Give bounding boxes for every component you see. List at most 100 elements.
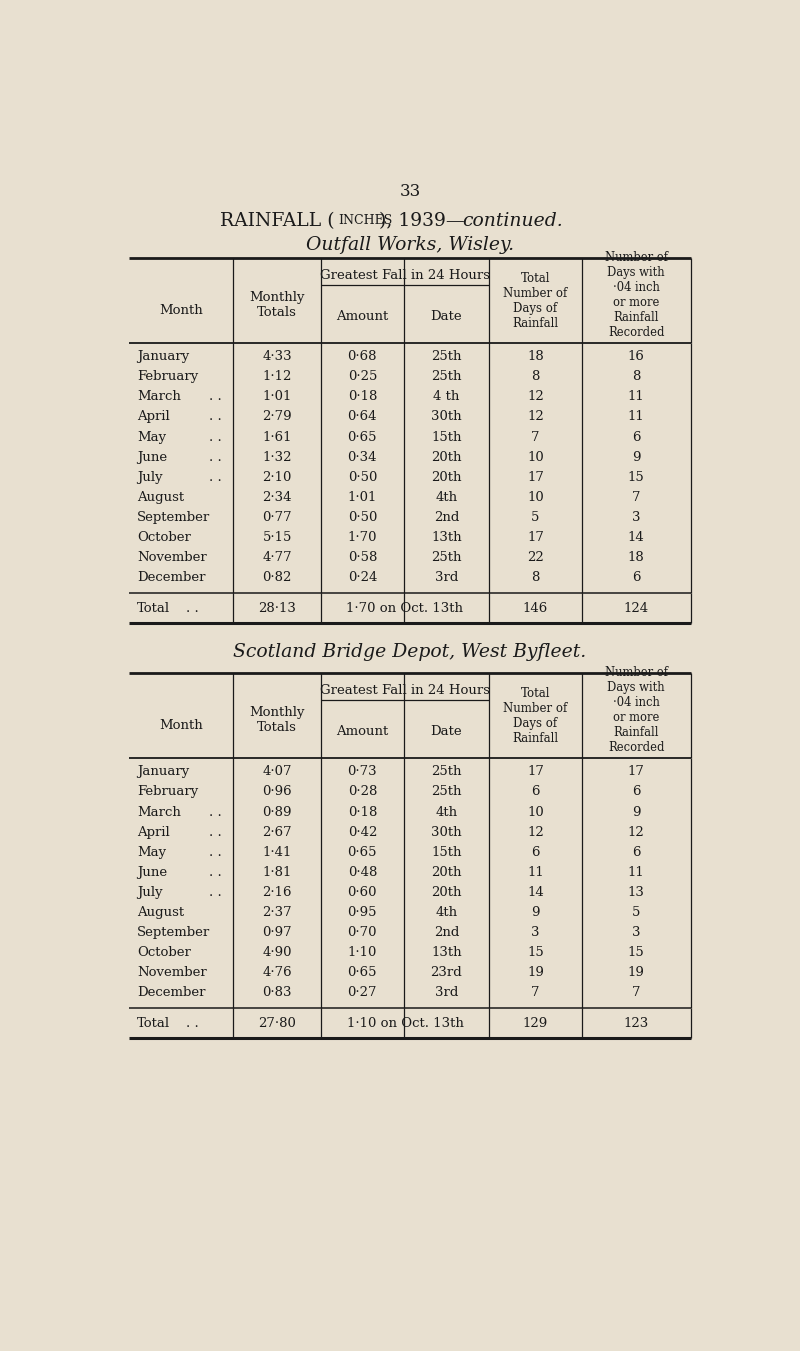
Text: 23rd: 23rd: [430, 966, 462, 978]
Text: May: May: [138, 846, 166, 858]
Text: 1·10: 1·10: [348, 946, 377, 959]
Text: 20th: 20th: [431, 450, 462, 463]
Text: December: December: [138, 986, 206, 998]
Text: 11: 11: [628, 866, 645, 878]
Text: 5·15: 5·15: [262, 531, 292, 543]
Text: 2·37: 2·37: [262, 905, 292, 919]
Text: 18: 18: [527, 350, 544, 363]
Text: Month: Month: [159, 304, 203, 317]
Text: 4th: 4th: [435, 805, 458, 819]
Text: 0·28: 0·28: [348, 785, 377, 798]
Text: . .: . .: [186, 603, 198, 615]
Text: 10: 10: [527, 805, 544, 819]
Text: Total
Number of
Days of
Rainfall: Total Number of Days of Rainfall: [503, 686, 568, 744]
Text: Outfall Works, Wisley.: Outfall Works, Wisley.: [306, 236, 514, 254]
Text: 0·96: 0·96: [262, 785, 292, 798]
Text: 4 th: 4 th: [434, 390, 460, 404]
Text: . .: . .: [210, 431, 222, 443]
Text: November: November: [138, 551, 207, 563]
Text: 13th: 13th: [431, 531, 462, 543]
Text: 0·50: 0·50: [348, 470, 377, 484]
Text: 6: 6: [632, 785, 641, 798]
Text: 20th: 20th: [431, 470, 462, 484]
Text: January: January: [138, 766, 190, 778]
Text: 1·32: 1·32: [262, 450, 292, 463]
Text: . .: . .: [210, 825, 222, 839]
Text: 25th: 25th: [431, 766, 462, 778]
Text: 9: 9: [632, 805, 641, 819]
Text: 12: 12: [527, 825, 544, 839]
Text: 0·34: 0·34: [347, 450, 377, 463]
Text: 30th: 30th: [431, 825, 462, 839]
Text: 6: 6: [531, 785, 540, 798]
Text: 13: 13: [628, 885, 645, 898]
Text: 14: 14: [527, 885, 544, 898]
Text: . .: . .: [210, 846, 222, 858]
Text: 0·82: 0·82: [262, 570, 292, 584]
Text: 7: 7: [632, 986, 641, 998]
Text: 6: 6: [632, 570, 641, 584]
Text: 0·48: 0·48: [348, 866, 377, 878]
Text: 12: 12: [527, 390, 544, 404]
Text: 4th: 4th: [435, 905, 458, 919]
Text: 0·77: 0·77: [262, 511, 292, 524]
Text: 9: 9: [531, 905, 540, 919]
Text: 20th: 20th: [431, 885, 462, 898]
Text: June: June: [138, 450, 167, 463]
Text: March: March: [138, 390, 181, 404]
Text: 7: 7: [632, 490, 641, 504]
Text: Date: Date: [430, 311, 462, 323]
Text: 19: 19: [628, 966, 645, 978]
Text: 1·12: 1·12: [262, 370, 292, 384]
Text: 18: 18: [628, 551, 645, 563]
Text: 11: 11: [527, 866, 544, 878]
Text: August: August: [138, 490, 184, 504]
Text: June: June: [138, 866, 167, 878]
Text: 124: 124: [624, 603, 649, 615]
Text: March: March: [138, 805, 181, 819]
Text: Amount: Amount: [336, 311, 389, 323]
Text: 15th: 15th: [431, 431, 462, 443]
Text: 2·34: 2·34: [262, 490, 292, 504]
Text: 5: 5: [632, 905, 641, 919]
Text: 15: 15: [527, 946, 544, 959]
Text: April: April: [138, 411, 170, 423]
Text: Number of
Days with
·04 inch
or more
Rainfall
Recorded: Number of Days with ·04 inch or more Rai…: [605, 666, 668, 754]
Text: August: August: [138, 905, 184, 919]
Text: 4·76: 4·76: [262, 966, 292, 978]
Text: July: July: [138, 885, 163, 898]
Text: 11: 11: [628, 411, 645, 423]
Text: Greatest Fall in 24 Hours: Greatest Fall in 24 Hours: [320, 684, 490, 697]
Text: 0·42: 0·42: [348, 825, 377, 839]
Text: 13th: 13th: [431, 946, 462, 959]
Text: Total: Total: [138, 1017, 170, 1031]
Text: . .: . .: [210, 805, 222, 819]
Text: April: April: [138, 825, 170, 839]
Text: November: November: [138, 966, 207, 978]
Text: 146: 146: [523, 603, 548, 615]
Text: 0·18: 0·18: [348, 805, 377, 819]
Text: 15: 15: [628, 470, 645, 484]
Text: 30th: 30th: [431, 411, 462, 423]
Text: 4·77: 4·77: [262, 551, 292, 563]
Text: 19: 19: [527, 966, 544, 978]
Text: 1·41: 1·41: [262, 846, 292, 858]
Text: October: October: [138, 531, 191, 543]
Text: 0·24: 0·24: [348, 570, 377, 584]
Text: 2·79: 2·79: [262, 411, 292, 423]
Text: . .: . .: [210, 470, 222, 484]
Text: 6: 6: [531, 846, 540, 858]
Text: 0·58: 0·58: [348, 551, 377, 563]
Text: 2·67: 2·67: [262, 825, 292, 839]
Text: 1·70 on Oct. 13th: 1·70 on Oct. 13th: [346, 603, 463, 615]
Text: September: September: [138, 511, 210, 524]
Text: 11: 11: [628, 390, 645, 404]
Text: 123: 123: [624, 1017, 649, 1031]
Text: 3: 3: [531, 925, 540, 939]
Text: 8: 8: [531, 570, 540, 584]
Text: 4·33: 4·33: [262, 350, 292, 363]
Text: 9: 9: [632, 450, 641, 463]
Text: 1·81: 1·81: [262, 866, 292, 878]
Text: 0·95: 0·95: [347, 905, 377, 919]
Text: 7: 7: [531, 986, 540, 998]
